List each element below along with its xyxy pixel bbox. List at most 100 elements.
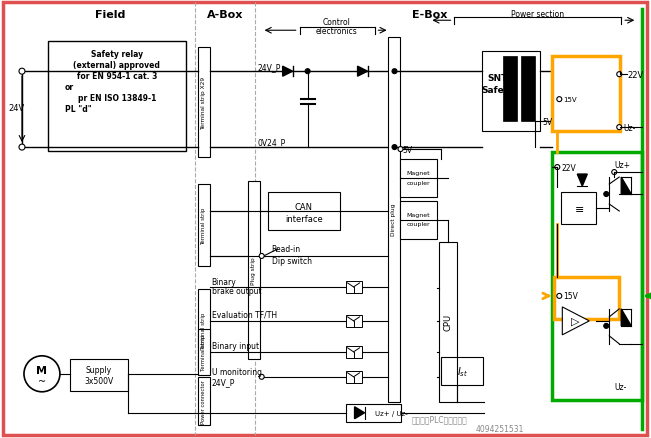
Text: Plug strip: Plug strip [251,257,256,284]
Text: M: M [36,365,48,375]
Text: Power connector: Power connector [201,379,206,423]
Bar [70,359,128,391]
Text: Dip switch: Dip switch [271,257,312,266]
Text: Field: Field [94,10,125,20]
Text: coupler: coupler [407,180,430,185]
Polygon shape [357,67,368,77]
Text: CPU: CPU [444,314,453,331]
Bar [554,277,619,319]
Text: coupler: coupler [407,222,430,227]
Text: 24V_P: 24V_P [212,378,235,386]
Text: 22V: 22V [561,163,576,172]
Text: Magnet: Magnet [407,170,430,175]
Text: Magnet: Magnet [407,212,430,217]
Circle shape [24,356,60,392]
Bar [346,315,361,327]
Text: 机器人及PLC自动化应用: 机器人及PLC自动化应用 [411,414,467,423]
Text: brake output: brake output [212,287,261,296]
Text: Power section: Power section [511,10,564,19]
Text: 15V: 15V [563,97,577,103]
Bar [552,153,642,400]
Text: (external) approved: (external) approved [74,60,160,70]
Circle shape [612,170,616,175]
Circle shape [616,73,622,78]
Bar [503,57,518,122]
Text: Uz-: Uz- [615,382,627,392]
Text: or: or [65,82,74,92]
Text: Uz+ / Uz-: Uz+ / Uz- [374,410,408,416]
Text: 4094251531: 4094251531 [475,424,523,433]
Bar [346,371,361,383]
Bar [346,346,361,358]
Text: Safety: Safety [481,85,514,95]
Text: Terminal strip: Terminal strip [201,311,206,349]
Bar [198,185,210,266]
Text: U monitoring: U monitoring [212,367,262,376]
Circle shape [19,145,25,151]
Text: ~: ~ [38,376,46,386]
Bar [268,193,340,230]
Bar [400,160,437,198]
Text: $\equiv$: $\equiv$ [572,204,585,214]
Bar [346,281,361,293]
Bar [482,52,540,132]
Circle shape [616,125,622,131]
Circle shape [259,374,264,379]
Circle shape [555,165,560,170]
Circle shape [603,192,609,197]
Text: 5V: 5V [542,117,553,126]
Text: Evaluation TF/TH: Evaluation TF/TH [212,310,277,319]
Text: Terminal strip X29: Terminal strip X29 [201,76,206,129]
Text: 0V24_P: 0V24_P [258,138,286,147]
Circle shape [259,254,264,259]
Bar [521,57,535,122]
Text: Terminal strip: Terminal strip [201,207,206,244]
Text: 3x500V: 3x500V [84,376,113,385]
Text: 5V: 5V [402,145,413,154]
Circle shape [603,324,609,328]
Polygon shape [577,175,587,187]
Bar [198,289,210,371]
Text: Supply: Supply [86,365,112,374]
Polygon shape [355,407,365,419]
Bar [198,329,210,375]
Text: Read-in: Read-in [271,245,301,254]
Bar [400,201,437,240]
Text: Terminal strip: Terminal strip [201,334,206,370]
Text: PL "d": PL "d" [65,104,92,113]
Text: interface: interface [284,214,322,223]
Circle shape [557,294,562,299]
Text: for EN 954-1 cat. 3: for EN 954-1 cat. 3 [77,71,157,81]
Bar [439,242,458,402]
Bar [552,57,620,132]
Text: $I_{st}$: $I_{st}$ [457,364,468,378]
Bar [198,377,210,425]
Text: 24V: 24V [8,103,24,113]
Bar [561,193,596,225]
Bar [346,404,400,422]
Polygon shape [562,307,589,335]
Text: electronics: electronics [316,27,357,35]
Text: pr EN ISO 13849-1: pr EN ISO 13849-1 [77,93,156,102]
Text: SNT: SNT [487,74,508,82]
Text: Control: Control [323,18,350,27]
Text: 22V: 22V [627,71,643,79]
Text: $\triangleright$: $\triangleright$ [570,315,581,328]
Text: E-Box: E-Box [412,10,447,20]
Polygon shape [283,67,293,77]
Text: Direct plug: Direct plug [391,203,396,236]
Bar [247,182,260,359]
Bar [441,357,484,385]
Text: Binary input: Binary input [212,342,259,350]
Text: Uz-: Uz- [623,124,635,132]
Circle shape [305,70,310,74]
Text: A-Box: A-Box [206,10,243,20]
Text: CAN: CAN [295,202,312,211]
Text: Uz+: Uz+ [615,160,630,169]
Text: 24V_P: 24V_P [258,63,281,71]
Circle shape [392,70,397,74]
Text: Safety relay: Safety relay [90,49,143,59]
Circle shape [19,69,25,75]
Circle shape [398,147,403,152]
Polygon shape [621,309,631,326]
